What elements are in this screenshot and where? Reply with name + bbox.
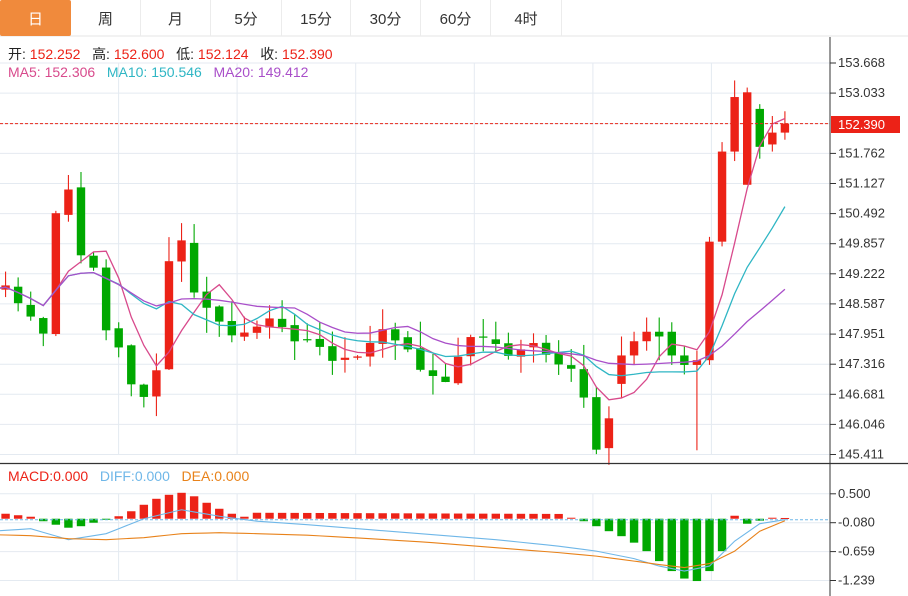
svg-text:149.222: 149.222 (838, 266, 885, 281)
svg-text:-0.659: -0.659 (838, 544, 875, 559)
svg-text:-0.080: -0.080 (838, 515, 875, 530)
svg-text:0.500: 0.500 (838, 486, 871, 501)
svg-text:153.033: 153.033 (838, 85, 885, 100)
svg-text:-1.239: -1.239 (838, 573, 875, 588)
svg-text:147.316: 147.316 (838, 356, 885, 371)
svg-text:146.681: 146.681 (838, 386, 885, 401)
svg-text:146.046: 146.046 (838, 416, 885, 431)
svg-text:147.951: 147.951 (838, 326, 885, 341)
svg-text:151.762: 151.762 (838, 145, 885, 160)
svg-text:148.587: 148.587 (838, 296, 885, 311)
svg-text:153.668: 153.668 (838, 55, 885, 70)
svg-text:145.411: 145.411 (838, 447, 884, 462)
svg-text:151.127: 151.127 (838, 176, 885, 191)
svg-text:150.492: 150.492 (838, 206, 885, 221)
svg-text:149.857: 149.857 (838, 236, 885, 251)
